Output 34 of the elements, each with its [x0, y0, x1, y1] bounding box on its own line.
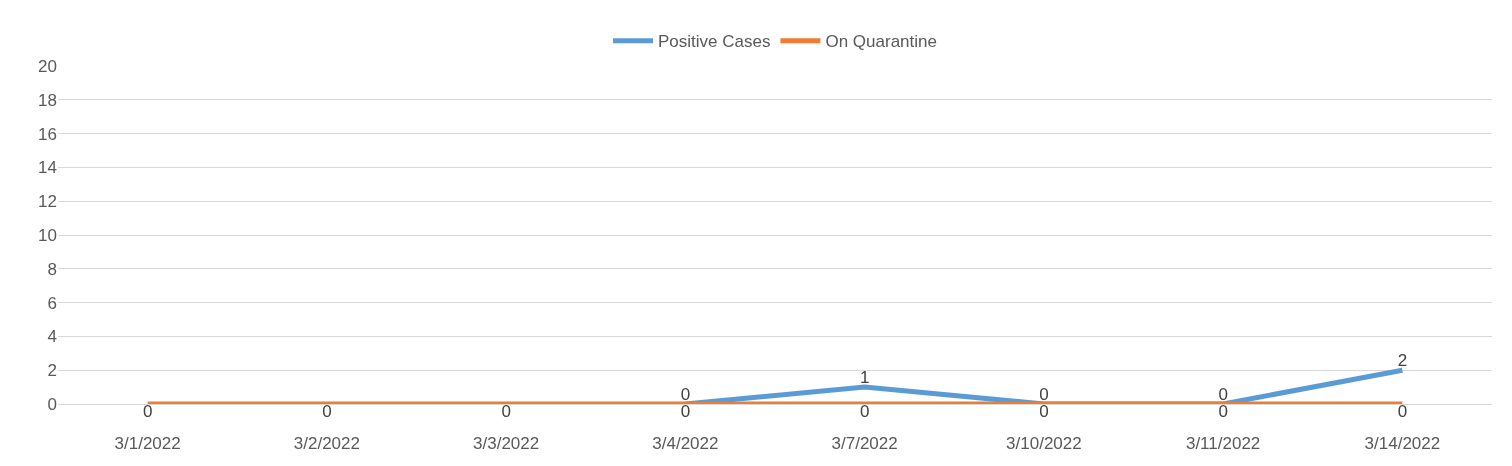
x-tick-label: 3/4/2022	[652, 434, 719, 454]
y-tick-label: 10	[38, 225, 57, 245]
y-tick-label: 4	[47, 327, 57, 347]
y-tick-label: 2	[47, 361, 57, 381]
y-tick-label: 0	[47, 394, 57, 414]
y-tick-label: 6	[47, 293, 57, 313]
data-label: 0	[1218, 384, 1228, 404]
data-label: 0	[1039, 401, 1049, 421]
data-label: 0	[1218, 401, 1228, 421]
x-tick-label: 3/10/2022	[1006, 434, 1082, 454]
data-label: 0	[680, 401, 691, 421]
y-tick-label: 14	[38, 158, 57, 178]
legend-label: On Quarantine	[825, 32, 937, 52]
y-tick-label: 20	[38, 56, 57, 76]
legend-label: Positive Cases	[658, 32, 771, 52]
data-label: 0	[1039, 384, 1049, 404]
data-label: 0	[680, 384, 691, 404]
data-label: 0	[501, 401, 511, 421]
data-label: 0	[1397, 401, 1408, 421]
data-label: 0	[859, 401, 870, 421]
x-tick-label: 3/11/2022	[1185, 434, 1261, 454]
y-tick-label: 8	[47, 259, 57, 279]
y-tick-label: 16	[38, 124, 57, 144]
x-tick-label: 3/2/2022	[293, 434, 360, 454]
x-tick-label: 3/1/2022	[114, 434, 181, 454]
x-tick-label: 3/3/2022	[473, 434, 540, 454]
data-label: 0	[142, 401, 153, 421]
data-label: 2	[1397, 350, 1408, 370]
y-tick-label: 18	[38, 90, 57, 110]
data-label: 0	[322, 401, 332, 421]
x-tick-label: 3/14/2022	[1364, 434, 1441, 454]
x-tick-label: 3/7/2022	[831, 434, 898, 454]
y-tick-label: 12	[38, 192, 57, 212]
data-label: 1	[859, 367, 870, 387]
